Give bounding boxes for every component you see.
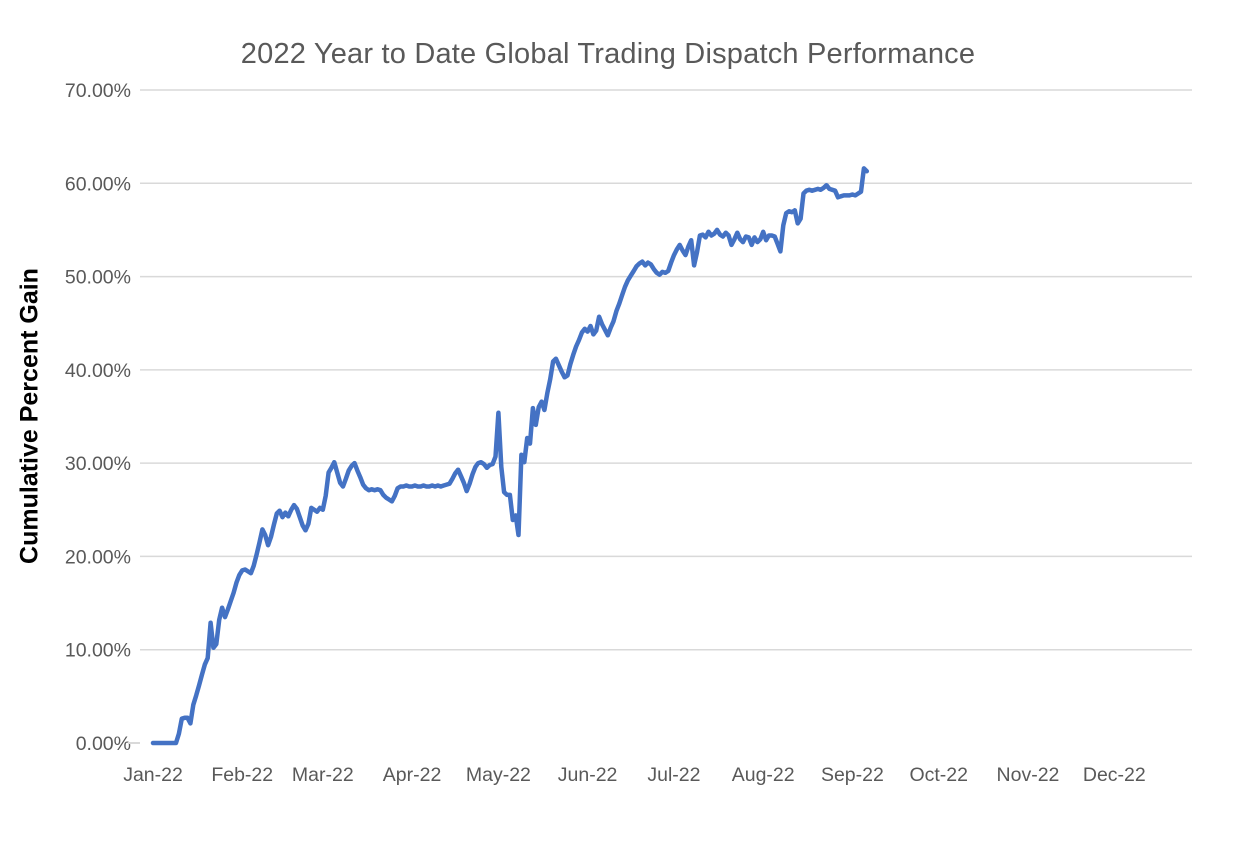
data-series-line	[150, 166, 870, 746]
x-tick-label: Mar-22	[292, 764, 354, 786]
x-tick-label: Sep-22	[821, 764, 884, 786]
x-tick-label: Aug-22	[732, 764, 795, 786]
x-tick-label: Apr-22	[383, 764, 442, 786]
x-tick-label: Dec-22	[1083, 764, 1146, 786]
x-tick-label: Nov-22	[997, 764, 1060, 786]
y-tick-label: 0.00%	[76, 733, 131, 755]
x-tick-label: Jul-22	[647, 764, 700, 786]
y-tick-label: 60.00%	[65, 173, 131, 195]
y-tick-label: 50.00%	[65, 267, 131, 289]
x-tick-label: May-22	[466, 764, 531, 786]
x-tick-label: Feb-22	[211, 764, 273, 786]
y-tick-label: 70.00%	[65, 80, 131, 102]
y-tick-label: 40.00%	[65, 360, 131, 382]
y-tick-label: 20.00%	[65, 546, 131, 568]
y-tick-label: 30.00%	[65, 453, 131, 475]
x-tick-label: Oct-22	[909, 764, 968, 786]
x-tick-label: Jun-22	[558, 764, 618, 786]
chart-title: 2022 Year to Date Global Trading Dispatc…	[240, 38, 976, 70]
y-tick-label: 10.00%	[65, 640, 131, 662]
x-tick-label: Jan-22	[123, 764, 183, 786]
